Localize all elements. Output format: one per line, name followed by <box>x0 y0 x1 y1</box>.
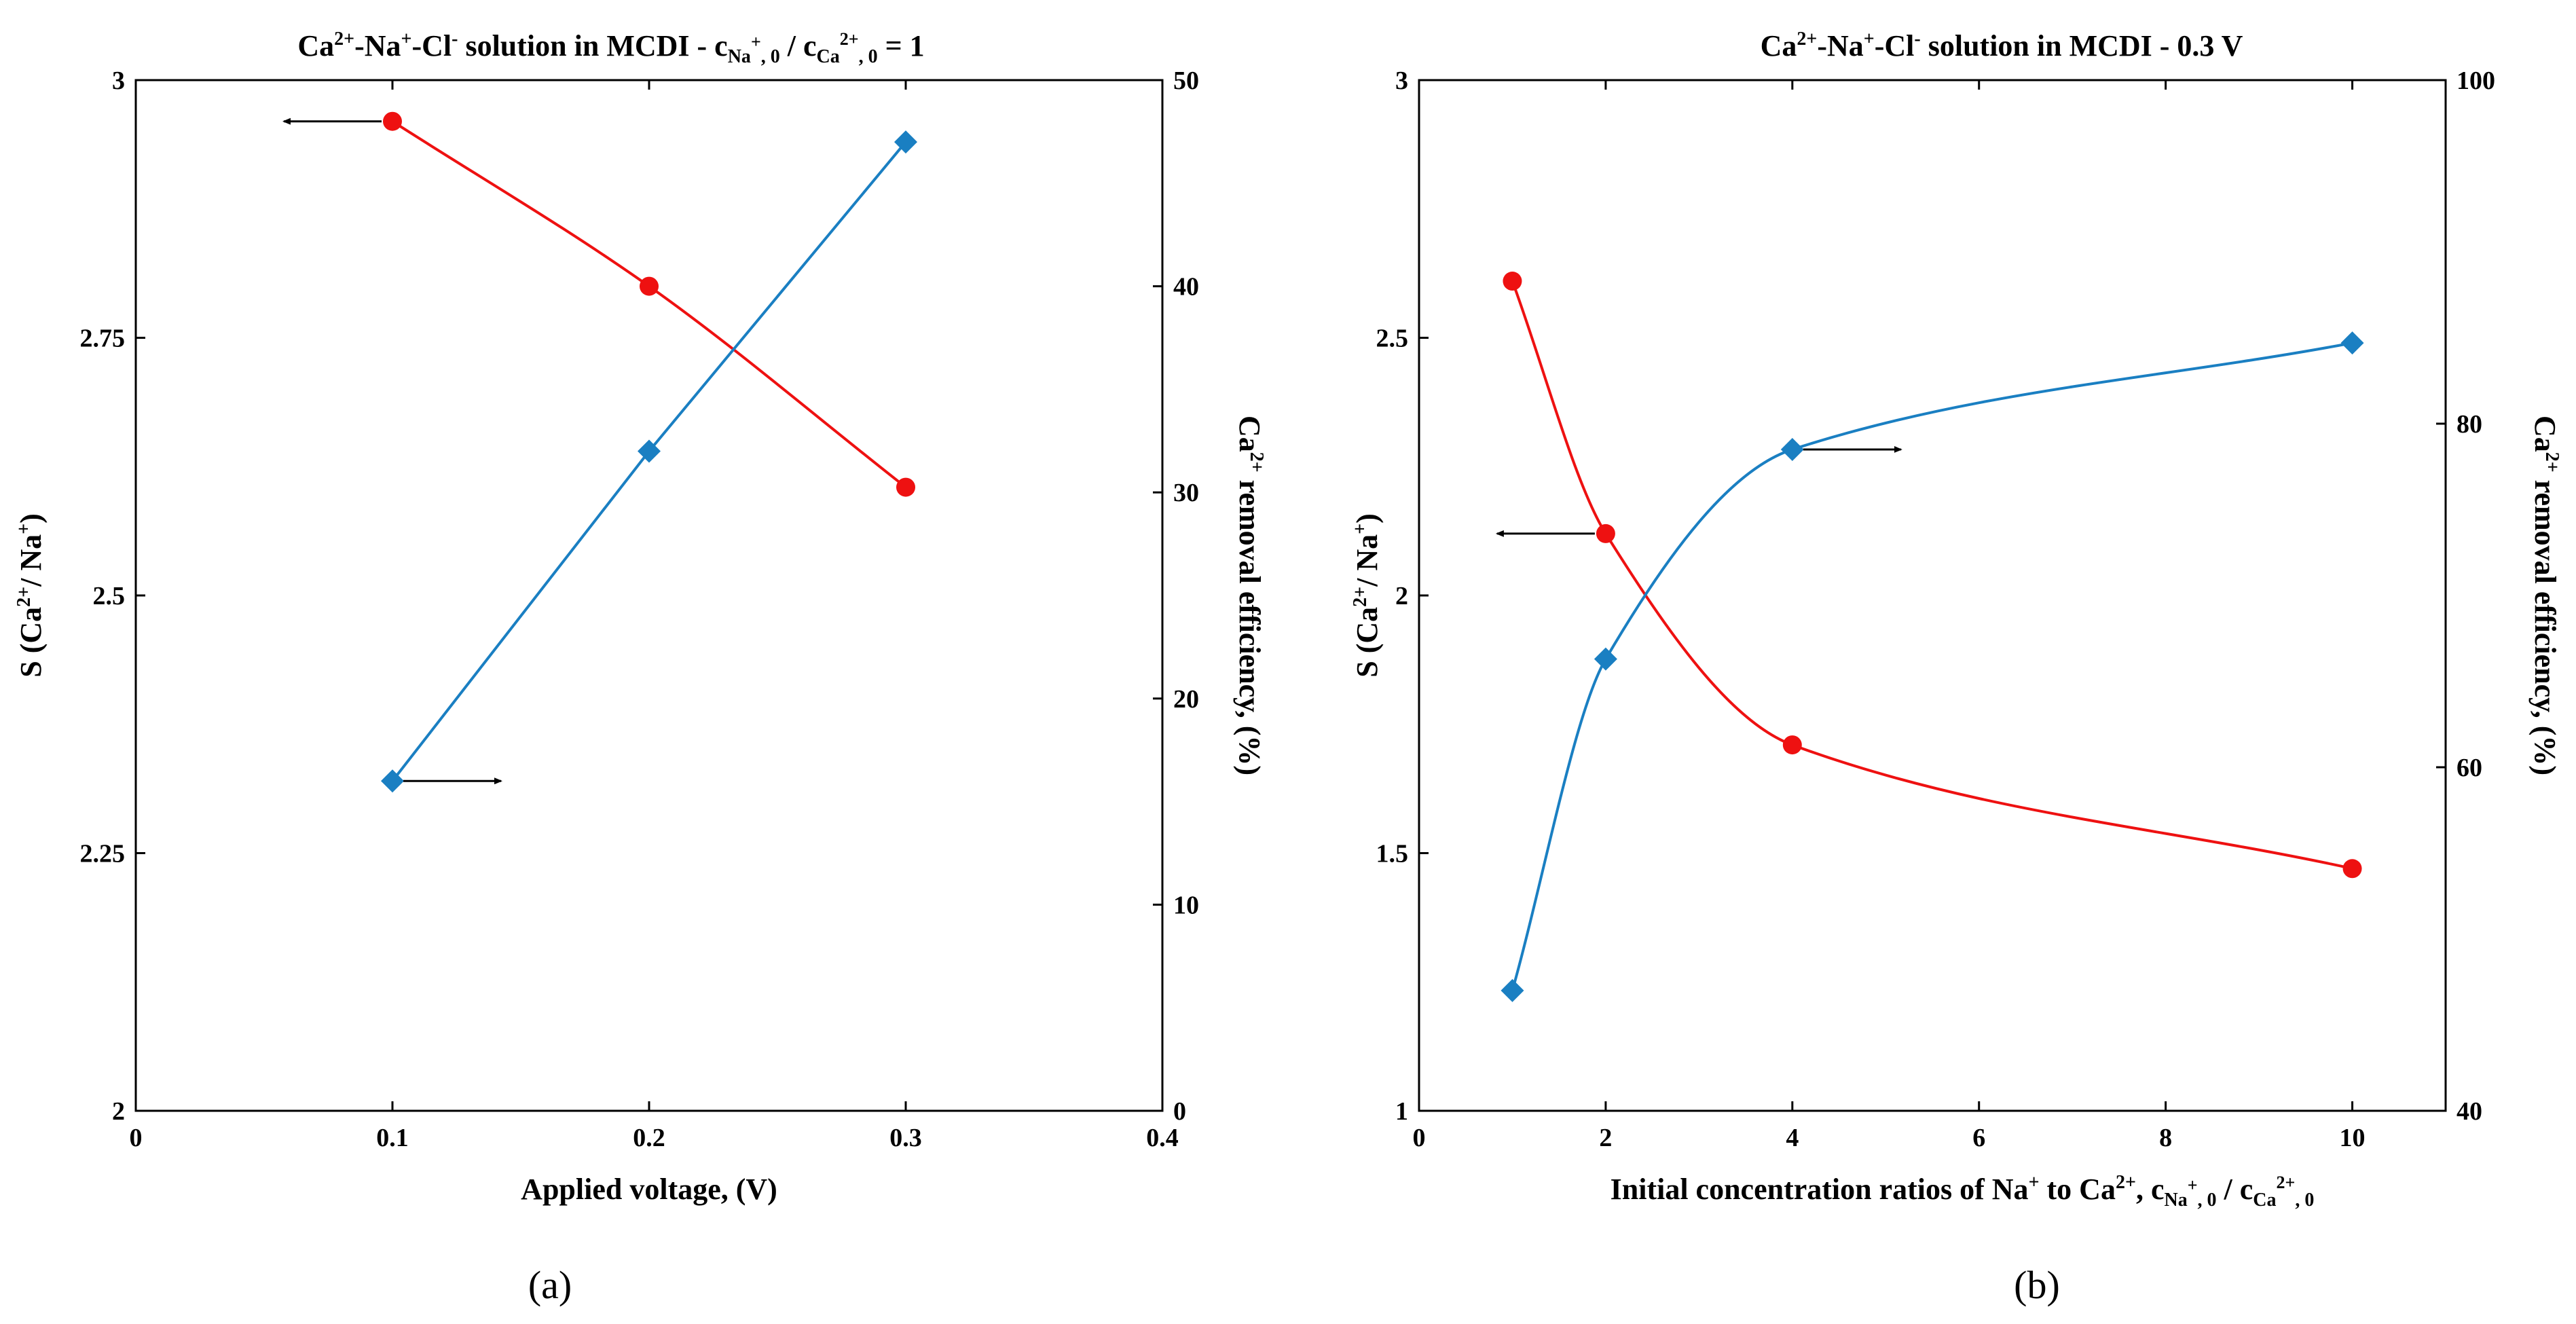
x-tick-label: 4 <box>1786 1124 1799 1152</box>
data-point-diamond <box>894 130 917 154</box>
data-point-circle <box>1503 272 1522 291</box>
chart-b-series <box>1501 272 2364 1002</box>
x-tick-label: 0 <box>130 1124 143 1152</box>
panel-a-label: (a) <box>528 1263 572 1307</box>
chart-a-x-axis-label: Applied voltage, (V) <box>521 1173 777 1206</box>
data-point-circle <box>383 111 402 131</box>
y-tick-label: 3 <box>1395 67 1408 95</box>
y2-tick-label: 40 <box>1173 273 1199 301</box>
chart-b-plot-frame <box>1418 79 2447 1112</box>
y-tick-label: 1.5 <box>1376 840 1409 868</box>
chart-b-x-axis-label: Initial concentration ratios of Na+ to C… <box>1611 1172 2315 1211</box>
y-tick-label: 2 <box>112 1097 125 1126</box>
data-point-diamond <box>381 769 404 793</box>
y2-tick-label: 80 <box>2457 410 2482 439</box>
chart-a-x-ticks: 0 0.1 0.2 0.3 0.4 <box>130 80 1179 1152</box>
series-line-selectivity <box>391 120 907 489</box>
y2-tick-label: 10 <box>1173 891 1199 919</box>
chart-b-title: Ca2+-Na+-Cl- solution in MCDI - 0.3 V <box>1761 29 2243 62</box>
data-point-circle <box>1782 735 1802 755</box>
y-tick-label: 2.5 <box>93 582 126 610</box>
chart-a-series <box>381 111 917 793</box>
x-tick-label: 10 <box>2340 1124 2366 1152</box>
chart-a-arrows <box>282 117 502 785</box>
y2-tick-label: 100 <box>2457 67 2495 95</box>
chart-b-y-axis-label: S (Ca2+/ Na+) <box>1350 513 1384 678</box>
chart-b: Ca2+-Na+-Cl- solution in MCDI - 0.3 V 0 2… <box>1350 29 2562 1307</box>
data-point-circle <box>1596 523 1615 543</box>
data-point-circle <box>2342 859 2362 879</box>
x-tick-label: 0.4 <box>1146 1124 1179 1152</box>
y-tick-label: 2 <box>1395 582 1408 610</box>
y-tick-label: 2.5 <box>1376 325 1409 353</box>
chart-a: Ca2+-Na+-Cl- solution in MCDI - cNa+, 0 … <box>14 29 1267 1307</box>
x-tick-label: 2 <box>1599 1124 1612 1152</box>
data-point-circle <box>896 477 915 497</box>
chart-a-y-axis-label: S (Ca2+/ Na+) <box>14 513 48 678</box>
chart-b-y2-ticks: 40 60 80 100 <box>2436 67 2495 1126</box>
chart-a-y2-ticks: 0 10 20 30 40 50 <box>1153 67 1199 1126</box>
y-tick-label: 1 <box>1395 1097 1408 1126</box>
chart-a-title: Ca2+-Na+-Cl- solution in MCDI - cNa+, 0 … <box>297 29 924 67</box>
x-tick-label: 6 <box>1972 1124 1985 1152</box>
data-point-diamond <box>1780 437 1804 461</box>
y2-tick-label: 0 <box>1173 1097 1186 1126</box>
data-point-diamond <box>1501 978 1524 1002</box>
y2-tick-label: 60 <box>2457 754 2482 782</box>
chart-b-y-ticks: 1 1.5 2 2.5 3 <box>1376 67 1429 1126</box>
y2-tick-label: 50 <box>1173 67 1199 95</box>
x-tick-label: 0.2 <box>633 1124 665 1152</box>
x-tick-label: 0 <box>1413 1124 1426 1152</box>
chart-a-plot-frame <box>134 79 1164 1112</box>
chart-a-y2-axis-label: Ca2+ removal efficiency, (%) <box>1233 416 1267 775</box>
data-point-circle <box>640 276 659 296</box>
panel-b-label: (b) <box>2014 1263 2060 1307</box>
data-point-diamond <box>2340 331 2364 355</box>
series-line-selectivity <box>1511 280 2353 870</box>
y-tick-label: 2.25 <box>80 840 126 868</box>
y2-tick-label: 40 <box>2457 1097 2482 1126</box>
y2-tick-label: 30 <box>1173 479 1199 507</box>
data-point-diamond <box>638 439 661 463</box>
y-tick-label: 2.75 <box>80 325 126 353</box>
y2-tick-label: 20 <box>1173 685 1199 714</box>
chart-a-y-ticks: 2 2.25 2.5 2.75 3 <box>80 67 145 1126</box>
x-tick-label: 0.1 <box>376 1124 409 1152</box>
chart-b-arrows <box>1495 445 1902 537</box>
series-line-removal-efficiency <box>1511 342 2353 991</box>
x-tick-label: 0.3 <box>889 1124 922 1152</box>
data-point-diamond <box>1594 647 1617 671</box>
chart-b-x-ticks: 0 2 4 6 8 10 <box>1413 80 2366 1152</box>
chart-b-y2-axis-label: Ca2+ removal efficiency, (%) <box>2528 416 2562 775</box>
x-tick-label: 8 <box>2159 1124 2172 1152</box>
y-tick-label: 3 <box>112 67 125 95</box>
